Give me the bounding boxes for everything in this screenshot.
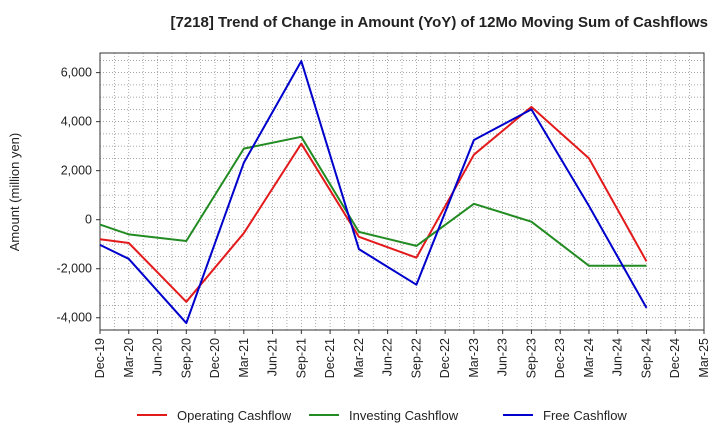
y-axis-label: Amount (million yen)	[7, 133, 22, 252]
x-tick-label: Dec-21	[323, 338, 337, 378]
x-tick-label: Jun-23	[496, 338, 510, 376]
x-tick-label: Mar-24	[582, 338, 596, 378]
x-tick-label: Mar-23	[467, 338, 481, 378]
x-tick-label: Mar-25	[697, 338, 711, 378]
y-tick-label: 4,000	[61, 115, 92, 129]
y-tick-label: 0	[85, 213, 92, 227]
legend: Operating Cashflow Investing Cashflow Free…	[137, 408, 627, 423]
series-lines	[99, 60, 648, 325]
x-tick-label: Sep-22	[409, 338, 423, 378]
grid	[100, 53, 704, 330]
x-tick-label: Sep-20	[179, 338, 193, 378]
x-tick-label: Sep-24	[639, 338, 653, 378]
x-tick-label: Sep-23	[524, 338, 538, 378]
legend-label-investing-cashflow: Investing Cashflow	[349, 408, 459, 423]
x-tick-label: Mar-21	[237, 338, 251, 378]
y-tick-label: -2,000	[57, 262, 92, 276]
y-tick-label: 6,000	[61, 66, 92, 80]
x-tick-label: Dec-22	[438, 338, 452, 378]
x-tick-label: Mar-20	[122, 338, 136, 378]
x-tick-label: Jun-21	[266, 338, 280, 376]
plot-border	[99, 52, 705, 331]
x-axis-ticks: Dec-19 Mar-20 Jun-20 Sep-20 Dec-20 Mar-21 Jun-…	[93, 330, 711, 378]
y-tick-label: 2,000	[61, 164, 92, 178]
x-tick-label: Dec-20	[208, 338, 222, 378]
series-line-free-cashflow	[99, 60, 648, 325]
plot-frame	[99, 52, 705, 331]
x-tick-label: Dec-23	[553, 338, 567, 378]
x-tick-label: Dec-19	[93, 338, 107, 378]
series-line-operating-cashflow	[99, 105, 648, 303]
x-tick-label: Sep-21	[294, 338, 308, 378]
y-axis-ticks: -4,000 -2,000 0 2,000 4,000 6,000	[57, 66, 100, 325]
y-tick-label: -4,000	[57, 311, 92, 325]
x-tick-label: Mar-22	[352, 338, 366, 378]
x-tick-label: Jun-24	[611, 338, 625, 376]
legend-label-free-cashflow: Free Cashflow	[543, 408, 627, 423]
series-line-investing-cashflow	[99, 135, 647, 267]
x-tick-label: Jun-22	[381, 338, 395, 376]
legend-label-operating-cashflow: Operating Cashflow	[177, 408, 292, 423]
x-tick-label: Dec-24	[668, 338, 682, 378]
chart-title: [7218] Trend of Change in Amount (YoY) o…	[170, 14, 708, 31]
x-tick-label: Jun-20	[151, 338, 165, 376]
